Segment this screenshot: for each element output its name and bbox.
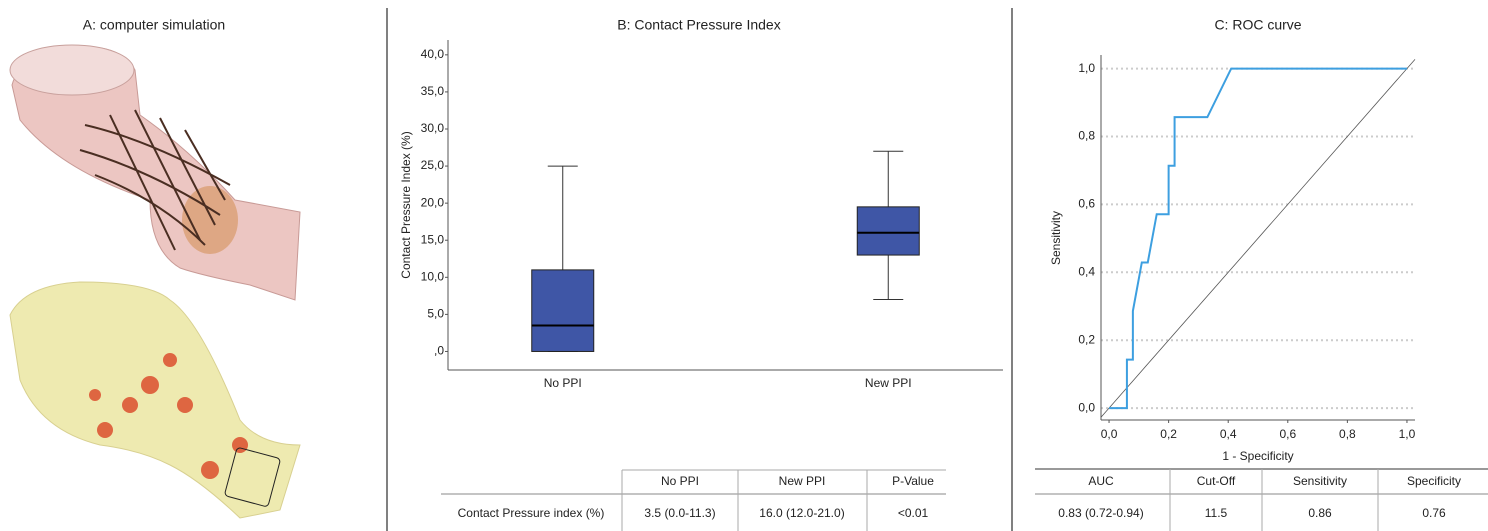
y-tick-label: 40,0 [421, 47, 445, 61]
simulation-image [9, 44, 301, 519]
y-tick-label: 5,0 [427, 307, 444, 321]
y-tick-label: 35,0 [421, 84, 445, 98]
table-header: P-Value [892, 474, 934, 488]
y-tick-label: 0,2 [1078, 332, 1095, 346]
table-cell: <0.01 [898, 506, 929, 520]
table-cell: 16.0 (12.0-21.0) [759, 506, 844, 520]
table-header: No PPI [661, 474, 699, 488]
y-tick-label: 0,6 [1078, 197, 1095, 211]
box [856, 206, 920, 256]
y-tick-label: 0,4 [1078, 264, 1095, 278]
y-tick-label: 25,0 [421, 158, 445, 172]
y-tick-label: 1,0 [1078, 61, 1095, 75]
reference-line [1100, 59, 1416, 418]
y-axis-label: Contact Pressure Index (%) [399, 131, 413, 278]
x-tick-label: 0,8 [1339, 427, 1356, 441]
table-header: AUC [1088, 474, 1114, 488]
y-tick-label: 10,0 [421, 269, 445, 283]
roc-line [1109, 67, 1407, 410]
table-cell: 0.83 (0.72-0.94) [1058, 506, 1143, 520]
y-tick-label: 15,0 [421, 232, 445, 246]
x-tick-label: 0,0 [1101, 427, 1118, 441]
x-tick-label: 0,6 [1279, 427, 1296, 441]
x-tick-label: New PPI [865, 376, 912, 390]
x-axis-label: 1 - Specificity [1222, 449, 1293, 463]
table-cell: 0.76 [1422, 506, 1446, 520]
panel-title: A: computer simulation [83, 17, 225, 33]
y-tick-label: 30,0 [421, 121, 445, 135]
box [531, 269, 595, 352]
table-header: Sensitivity [1293, 474, 1347, 488]
y-tick-label: 0,8 [1078, 129, 1095, 143]
table-header: New PPI [779, 474, 826, 488]
x-tick-label: 0,4 [1220, 427, 1237, 441]
chart-title: B: Contact Pressure Index [617, 17, 780, 33]
table-cell: 3.5 (0.0-11.3) [644, 506, 715, 520]
table-header: Cut-Off [1197, 474, 1236, 488]
y-tick-label: 20,0 [421, 195, 445, 209]
table-cell: 0.86 [1308, 506, 1332, 520]
chart-title: C: ROC curve [1214, 17, 1301, 33]
y-axis-label: Sensitivity [1049, 211, 1063, 265]
table-cell: 11.5 [1205, 506, 1228, 520]
table-row-label: Contact Pressure index (%) [458, 506, 605, 520]
y-tick-label: 0,0 [1078, 400, 1095, 414]
x-tick-label: No PPI [544, 376, 582, 390]
x-tick-label: 0,2 [1160, 427, 1177, 441]
x-tick-label: 1,0 [1399, 427, 1416, 441]
y-tick-label: ,0 [434, 344, 444, 358]
table-header: Specificity [1407, 474, 1461, 488]
